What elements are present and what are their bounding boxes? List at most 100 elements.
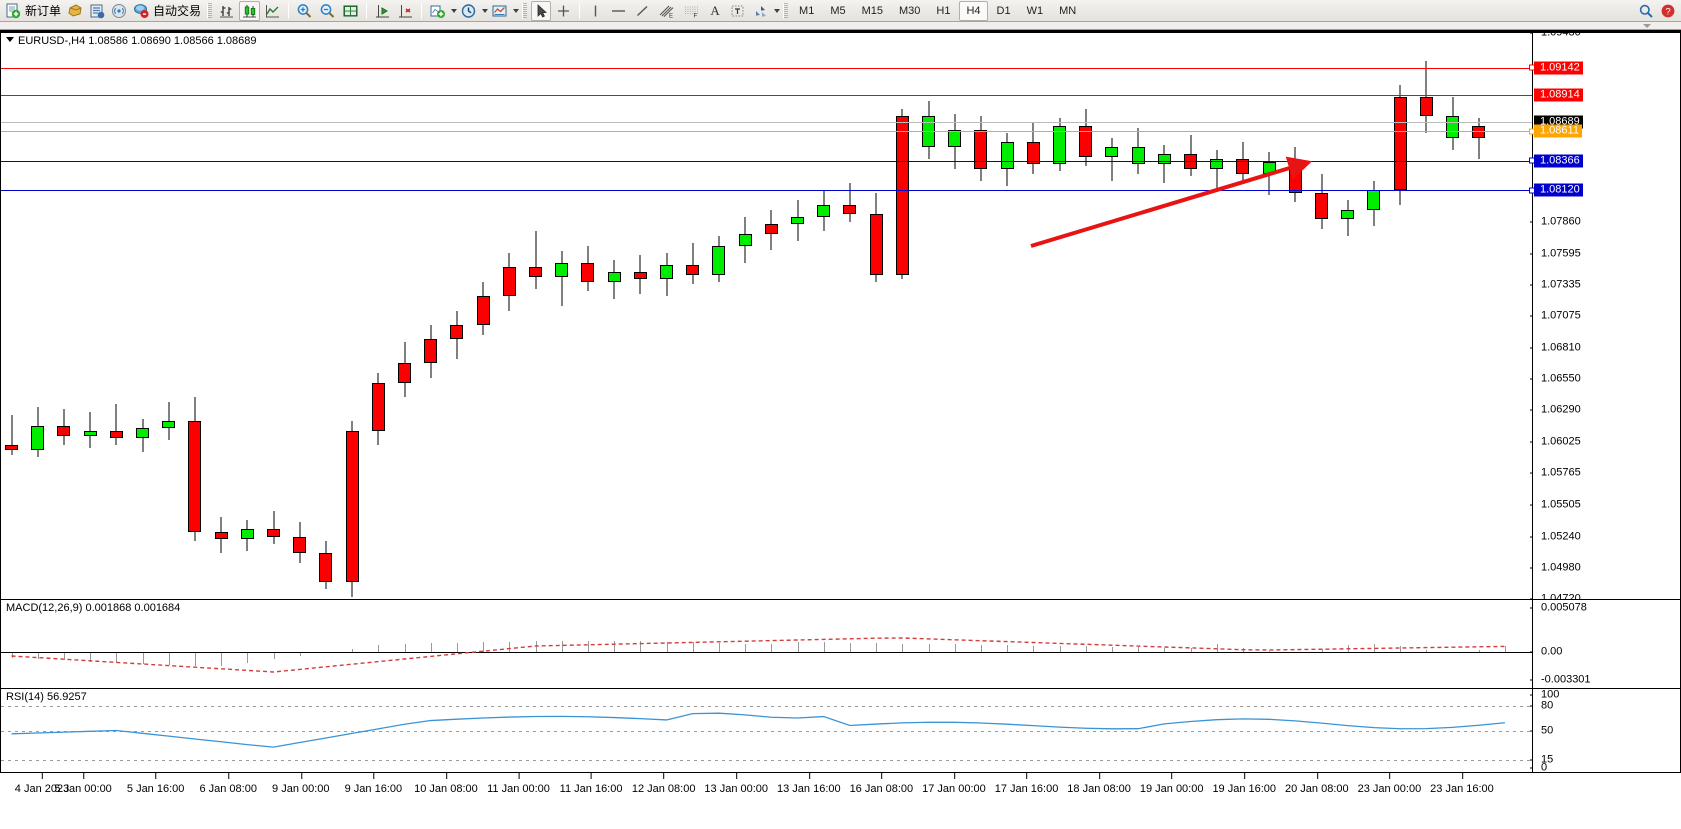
support-level-2-tag[interactable]: 1.08120	[1529, 183, 1583, 197]
candlestick[interactable]	[555, 33, 569, 599]
candlestick[interactable]	[476, 33, 490, 599]
timeframe-h4[interactable]: H4	[959, 0, 988, 21]
candlestick[interactable]	[1341, 33, 1355, 599]
vertical-line-icon[interactable]	[585, 1, 605, 21]
resistance-level-2-tag[interactable]: 1.08914	[1534, 88, 1583, 102]
candlestick[interactable]	[738, 33, 752, 599]
candlestick[interactable]	[31, 33, 45, 599]
candlestick[interactable]	[869, 33, 883, 599]
equidistant-channel-icon[interactable]: E	[655, 1, 678, 21]
candlestick[interactable]	[817, 33, 831, 599]
candlestick[interactable]	[502, 33, 516, 599]
candlestick[interactable]	[895, 33, 909, 599]
candlestick[interactable]	[424, 33, 438, 599]
candlestick[interactable]	[398, 33, 411, 599]
candlestick[interactable]	[1210, 33, 1224, 599]
candlestick[interactable]	[240, 33, 254, 599]
candlestick[interactable]	[1079, 33, 1093, 599]
level-handle-icon[interactable]	[1529, 128, 1535, 135]
trendline-icon[interactable]	[632, 1, 653, 21]
rsi-pane[interactable]: RSI(14) 56.9257 100 80 50 15 0	[0, 688, 1681, 773]
timeframe-m5[interactable]: M5	[830, 4, 846, 17]
candlestick[interactable]	[5, 33, 18, 599]
templates-icon[interactable]	[489, 1, 510, 21]
candlestick[interactable]	[1472, 33, 1486, 599]
resistance-level-1-line[interactable]	[1, 67, 1532, 69]
auto-trading-label[interactable]: 自动交易	[153, 3, 202, 18]
candlestick[interactable]	[188, 33, 202, 599]
timeframe-m15[interactable]: M15	[861, 4, 883, 17]
candlestick[interactable]	[1184, 33, 1197, 599]
candlestick[interactable]	[764, 33, 778, 599]
candlestick[interactable]	[633, 33, 647, 599]
price-plot[interactable]	[1, 33, 1532, 599]
period-clock-icon[interactable]	[458, 1, 479, 21]
candlestick[interactable]	[1419, 33, 1433, 599]
timeframe-m1[interactable]: M1	[799, 4, 815, 17]
candlestick-chart-icon[interactable]	[239, 0, 261, 21]
timeframe-h1[interactable]: H1	[936, 4, 951, 17]
candlestick[interactable]	[214, 33, 228, 599]
support-level-1-tag[interactable]: 1.08366	[1529, 154, 1583, 168]
cursor-icon[interactable]	[531, 0, 552, 21]
text-icon[interactable]: A	[705, 1, 725, 21]
expert-advisor-icon[interactable]	[65, 1, 85, 21]
text-label-icon[interactable]	[727, 1, 748, 21]
rsi-plot[interactable]	[1, 689, 1532, 772]
support-level-2-line[interactable]	[1, 190, 1532, 192]
signals-icon[interactable]	[109, 1, 129, 21]
toolbar-overflow-caret[interactable]	[1643, 24, 1651, 28]
macd-plot[interactable]	[1, 600, 1532, 688]
resistance-level-2-line[interactable]	[1, 95, 1532, 96]
candlestick[interactable]	[712, 33, 726, 599]
candlestick[interactable]	[1026, 33, 1040, 599]
candlestick[interactable]	[1393, 33, 1407, 599]
price-scale[interactable]: 1.09430 1.07860 1.07595 1.07335 1.07075 1.068…	[1529, 33, 1680, 599]
macd-pane[interactable]: MACD(12,26,9) 0.001868 0.001684 0.005078…	[0, 599, 1681, 689]
resistance-level-1-tag[interactable]: 1.09142	[1529, 61, 1583, 75]
candlestick[interactable]	[581, 33, 595, 599]
candlestick[interactable]	[922, 33, 935, 599]
time-axis[interactable]: 4 Jan 2023 5 Jan 00:00 5 Jan 16:00 6 Jan 08…	[0, 772, 1681, 829]
timeframe-d1[interactable]: D1	[996, 4, 1011, 17]
candlestick[interactable]	[1315, 33, 1328, 599]
current-price-level-line[interactable]	[1, 122, 1532, 124]
candlestick[interactable]	[1262, 33, 1276, 599]
new-order-label[interactable]: 新订单	[25, 3, 62, 18]
candlestick[interactable]	[686, 33, 700, 599]
chart-shift-icon[interactable]	[372, 1, 393, 21]
new-order-icon[interactable]	[3, 1, 23, 21]
candlestick[interactable]	[1446, 33, 1459, 599]
help-icon[interactable]: ?	[1658, 1, 1678, 21]
order-level-tag[interactable]: 1.08611	[1529, 124, 1582, 138]
candlestick[interactable]	[974, 33, 988, 599]
candlestick[interactable]	[162, 33, 176, 599]
line-chart-icon[interactable]	[262, 1, 283, 21]
auto-trading-icon[interactable]	[131, 1, 151, 21]
chart-collapse-icon[interactable]	[6, 37, 14, 42]
candlestick[interactable]	[843, 33, 857, 599]
indicator-dropdown-caret[interactable]	[451, 8, 458, 13]
candlestick[interactable]	[293, 33, 307, 599]
timeframe-m30[interactable]: M30	[899, 4, 921, 17]
candlestick[interactable]	[1288, 33, 1302, 599]
candlestick[interactable]	[529, 33, 542, 599]
zoom-in-icon[interactable]	[294, 1, 315, 21]
candlestick[interactable]	[450, 33, 464, 599]
level-handle-icon[interactable]	[1529, 157, 1535, 164]
period-dropdown-caret[interactable]	[482, 8, 489, 13]
candlestick[interactable]	[57, 33, 71, 599]
chart-header[interactable]: EURUSD-,H4 1.08586 1.08690 1.08566 1.086…	[6, 35, 257, 47]
candlestick[interactable]	[345, 33, 359, 599]
zoom-out-icon[interactable]	[317, 1, 338, 21]
candlestick[interactable]	[319, 33, 333, 599]
candlestick[interactable]	[607, 33, 621, 599]
level-handle-icon[interactable]	[1529, 187, 1535, 194]
candlestick[interactable]	[136, 33, 149, 599]
candlestick[interactable]	[1053, 33, 1066, 599]
crosshair-icon[interactable]	[553, 1, 574, 21]
arrows-dropdown-caret[interactable]	[774, 8, 781, 13]
candlestick[interactable]	[83, 33, 97, 599]
search-icon[interactable]	[1636, 1, 1656, 21]
candlestick[interactable]	[948, 33, 962, 599]
